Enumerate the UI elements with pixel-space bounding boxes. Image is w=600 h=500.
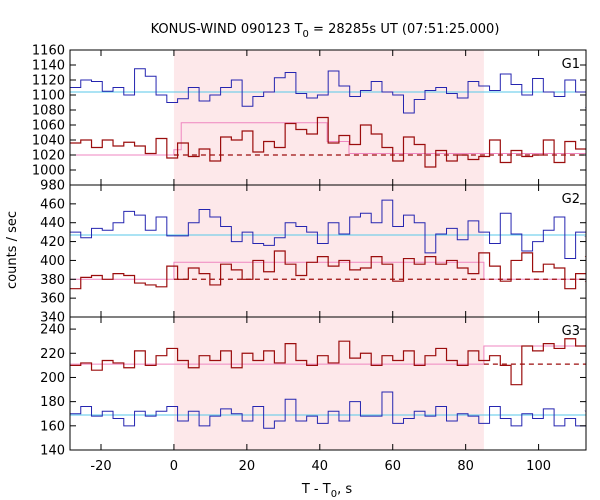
y-tick-label: 180	[40, 395, 65, 410]
y-tick-label: 980	[40, 179, 65, 194]
y-tick-label: 440	[40, 216, 65, 231]
highlight-interval	[173, 50, 484, 185]
y-tick-label: 1060	[32, 119, 65, 134]
red-count-series	[70, 250, 586, 297]
y-tick-label: 1160	[32, 44, 65, 59]
panel-label: G1	[562, 57, 580, 72]
y-tick-label: 360	[40, 292, 65, 307]
red-background-fit	[70, 122, 586, 156]
panel-label: G3	[562, 324, 580, 339]
x-tick-label: 40	[312, 459, 329, 474]
y-tick-label: 140	[40, 444, 65, 459]
blue-count-series	[70, 391, 586, 429]
panel-g2: 340 360 380 400 420 440 460 G2	[40, 184, 587, 326]
highlight-interval	[173, 317, 484, 450]
chart-title: KONUS-WIND 090123 T0 = 28285s UT (07:51:…	[151, 22, 500, 40]
y-tick-label: 1000	[32, 164, 65, 179]
x-tick-label: 20	[239, 459, 256, 474]
panel-label: G2	[562, 192, 580, 207]
y-tick-label: 1140	[32, 59, 65, 74]
plot-panels: 980100010201040106010801100112011401160G…	[32, 44, 587, 474]
highlight-interval	[173, 185, 484, 317]
x-tick-label: 0	[170, 459, 178, 474]
x-axis-label: T - T0, s	[301, 482, 352, 500]
panel-g3: 140 160 180 200 220 240 G3	[40, 316, 587, 459]
y-axis-label: counts / sec	[5, 211, 20, 289]
panel-plot-area	[70, 68, 586, 168]
y-tick-label: 160	[40, 419, 65, 434]
y-tick-label: 460	[40, 197, 65, 212]
y-tick-label: 1080	[32, 104, 65, 119]
blue-count-series	[70, 199, 586, 260]
y-tick-label: 220	[40, 347, 65, 362]
panel-frame	[69, 316, 587, 451]
y-tick-label: 1040	[32, 134, 65, 149]
y-tick-label: 1020	[32, 149, 65, 164]
x-tick-label: 60	[384, 459, 401, 474]
y-tick-label: 240	[40, 323, 65, 338]
panel-plot-area	[70, 199, 586, 297]
y-tick-label: 400	[40, 254, 65, 269]
y-tick-label: 1100	[32, 89, 65, 104]
x-tick-label: 80	[457, 459, 474, 474]
y-tick-label: 420	[40, 235, 65, 250]
red-count-series	[70, 116, 586, 168]
blue-count-series	[70, 68, 586, 114]
y-tick-label: 200	[40, 371, 65, 386]
x-tick-label: 100	[526, 459, 551, 474]
red-count-series	[70, 335, 586, 386]
red-background-fit	[70, 345, 586, 365]
y-tick-label: 380	[40, 273, 65, 288]
panel-plot-area	[70, 335, 586, 429]
x-tick-label: -20	[90, 459, 111, 474]
y-tick-label: 1120	[32, 74, 65, 89]
y-tick-label: 340	[40, 311, 65, 326]
